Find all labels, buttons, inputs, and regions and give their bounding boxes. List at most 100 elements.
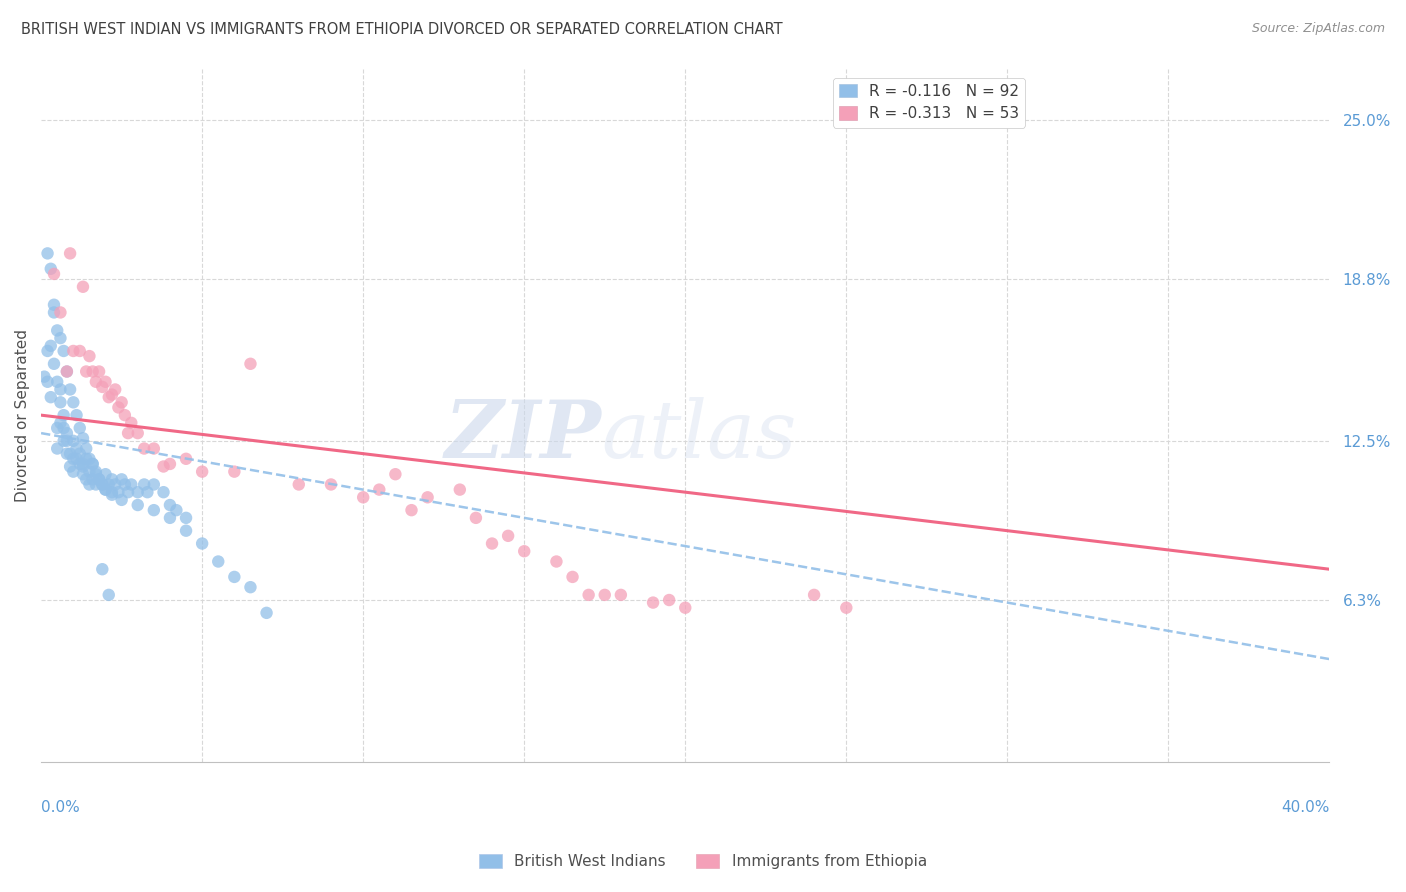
Point	[49, 395, 72, 409]
Point	[120, 477, 142, 491]
Point	[101, 485, 124, 500]
Point	[87, 364, 110, 378]
Point	[224, 570, 246, 584]
Point	[239, 357, 262, 371]
Point	[513, 544, 536, 558]
Point	[239, 580, 262, 594]
Point	[42, 267, 65, 281]
Point	[69, 447, 91, 461]
Point	[52, 408, 75, 422]
Point	[82, 364, 104, 378]
Point	[207, 554, 229, 568]
Point	[134, 442, 156, 456]
Point	[37, 246, 59, 260]
Point	[75, 442, 97, 456]
Point	[39, 390, 62, 404]
Point	[91, 380, 114, 394]
Legend: British West Indians, Immigrants from Ethiopia: British West Indians, Immigrants from Et…	[472, 848, 934, 875]
Point	[65, 442, 87, 456]
Point	[62, 395, 84, 409]
Point	[82, 472, 104, 486]
Point	[59, 383, 82, 397]
Point	[94, 467, 117, 482]
Point	[111, 395, 134, 409]
Point	[449, 483, 471, 497]
Point	[59, 447, 82, 461]
Point	[79, 477, 101, 491]
Point	[152, 485, 174, 500]
Point	[87, 472, 110, 486]
Point	[101, 387, 124, 401]
Point	[114, 408, 136, 422]
Point	[127, 485, 149, 500]
Point	[191, 536, 214, 550]
Point	[75, 451, 97, 466]
Point	[65, 408, 87, 422]
Point	[114, 477, 136, 491]
Point	[142, 503, 165, 517]
Point	[72, 459, 94, 474]
Point	[79, 451, 101, 466]
Text: atlas: atlas	[602, 397, 797, 475]
Point	[352, 491, 374, 505]
Point	[49, 416, 72, 430]
Point	[79, 465, 101, 479]
Point	[62, 451, 84, 466]
Point	[46, 442, 69, 456]
Point	[546, 554, 568, 568]
Point	[56, 426, 79, 441]
Point	[224, 465, 246, 479]
Point	[84, 477, 107, 491]
Point	[107, 401, 129, 415]
Point	[97, 390, 120, 404]
Point	[65, 451, 87, 466]
Point	[69, 457, 91, 471]
Point	[72, 431, 94, 445]
Point	[69, 343, 91, 358]
Point	[159, 511, 181, 525]
Point	[610, 588, 633, 602]
Point	[69, 421, 91, 435]
Point	[165, 503, 187, 517]
Point	[107, 485, 129, 500]
Point	[72, 457, 94, 471]
Point	[49, 331, 72, 345]
Point	[159, 457, 181, 471]
Point	[62, 343, 84, 358]
Point	[401, 503, 423, 517]
Point	[59, 246, 82, 260]
Point	[82, 457, 104, 471]
Point	[641, 596, 664, 610]
Point	[136, 485, 159, 500]
Point	[91, 477, 114, 491]
Point	[111, 492, 134, 507]
Text: BRITISH WEST INDIAN VS IMMIGRANTS FROM ETHIOPIA DIVORCED OR SEPARATED CORRELATIO: BRITISH WEST INDIAN VS IMMIGRANTS FROM E…	[21, 22, 783, 37]
Point	[37, 343, 59, 358]
Point	[52, 434, 75, 448]
Point	[134, 477, 156, 491]
Point	[94, 483, 117, 497]
Point	[152, 459, 174, 474]
Point	[94, 375, 117, 389]
Point	[56, 364, 79, 378]
Point	[52, 343, 75, 358]
Point	[658, 593, 681, 607]
Point	[46, 323, 69, 337]
Text: Source: ZipAtlas.com: Source: ZipAtlas.com	[1251, 22, 1385, 36]
Point	[319, 477, 342, 491]
Point	[673, 600, 696, 615]
Point	[82, 457, 104, 471]
Point	[49, 383, 72, 397]
Point	[104, 477, 127, 491]
Point	[368, 483, 391, 497]
Point	[42, 357, 65, 371]
Point	[496, 529, 519, 543]
Point	[174, 451, 197, 466]
Point	[142, 442, 165, 456]
Point	[39, 261, 62, 276]
Point	[56, 447, 79, 461]
Point	[84, 465, 107, 479]
Point	[94, 483, 117, 497]
Point	[39, 339, 62, 353]
Point	[174, 511, 197, 525]
